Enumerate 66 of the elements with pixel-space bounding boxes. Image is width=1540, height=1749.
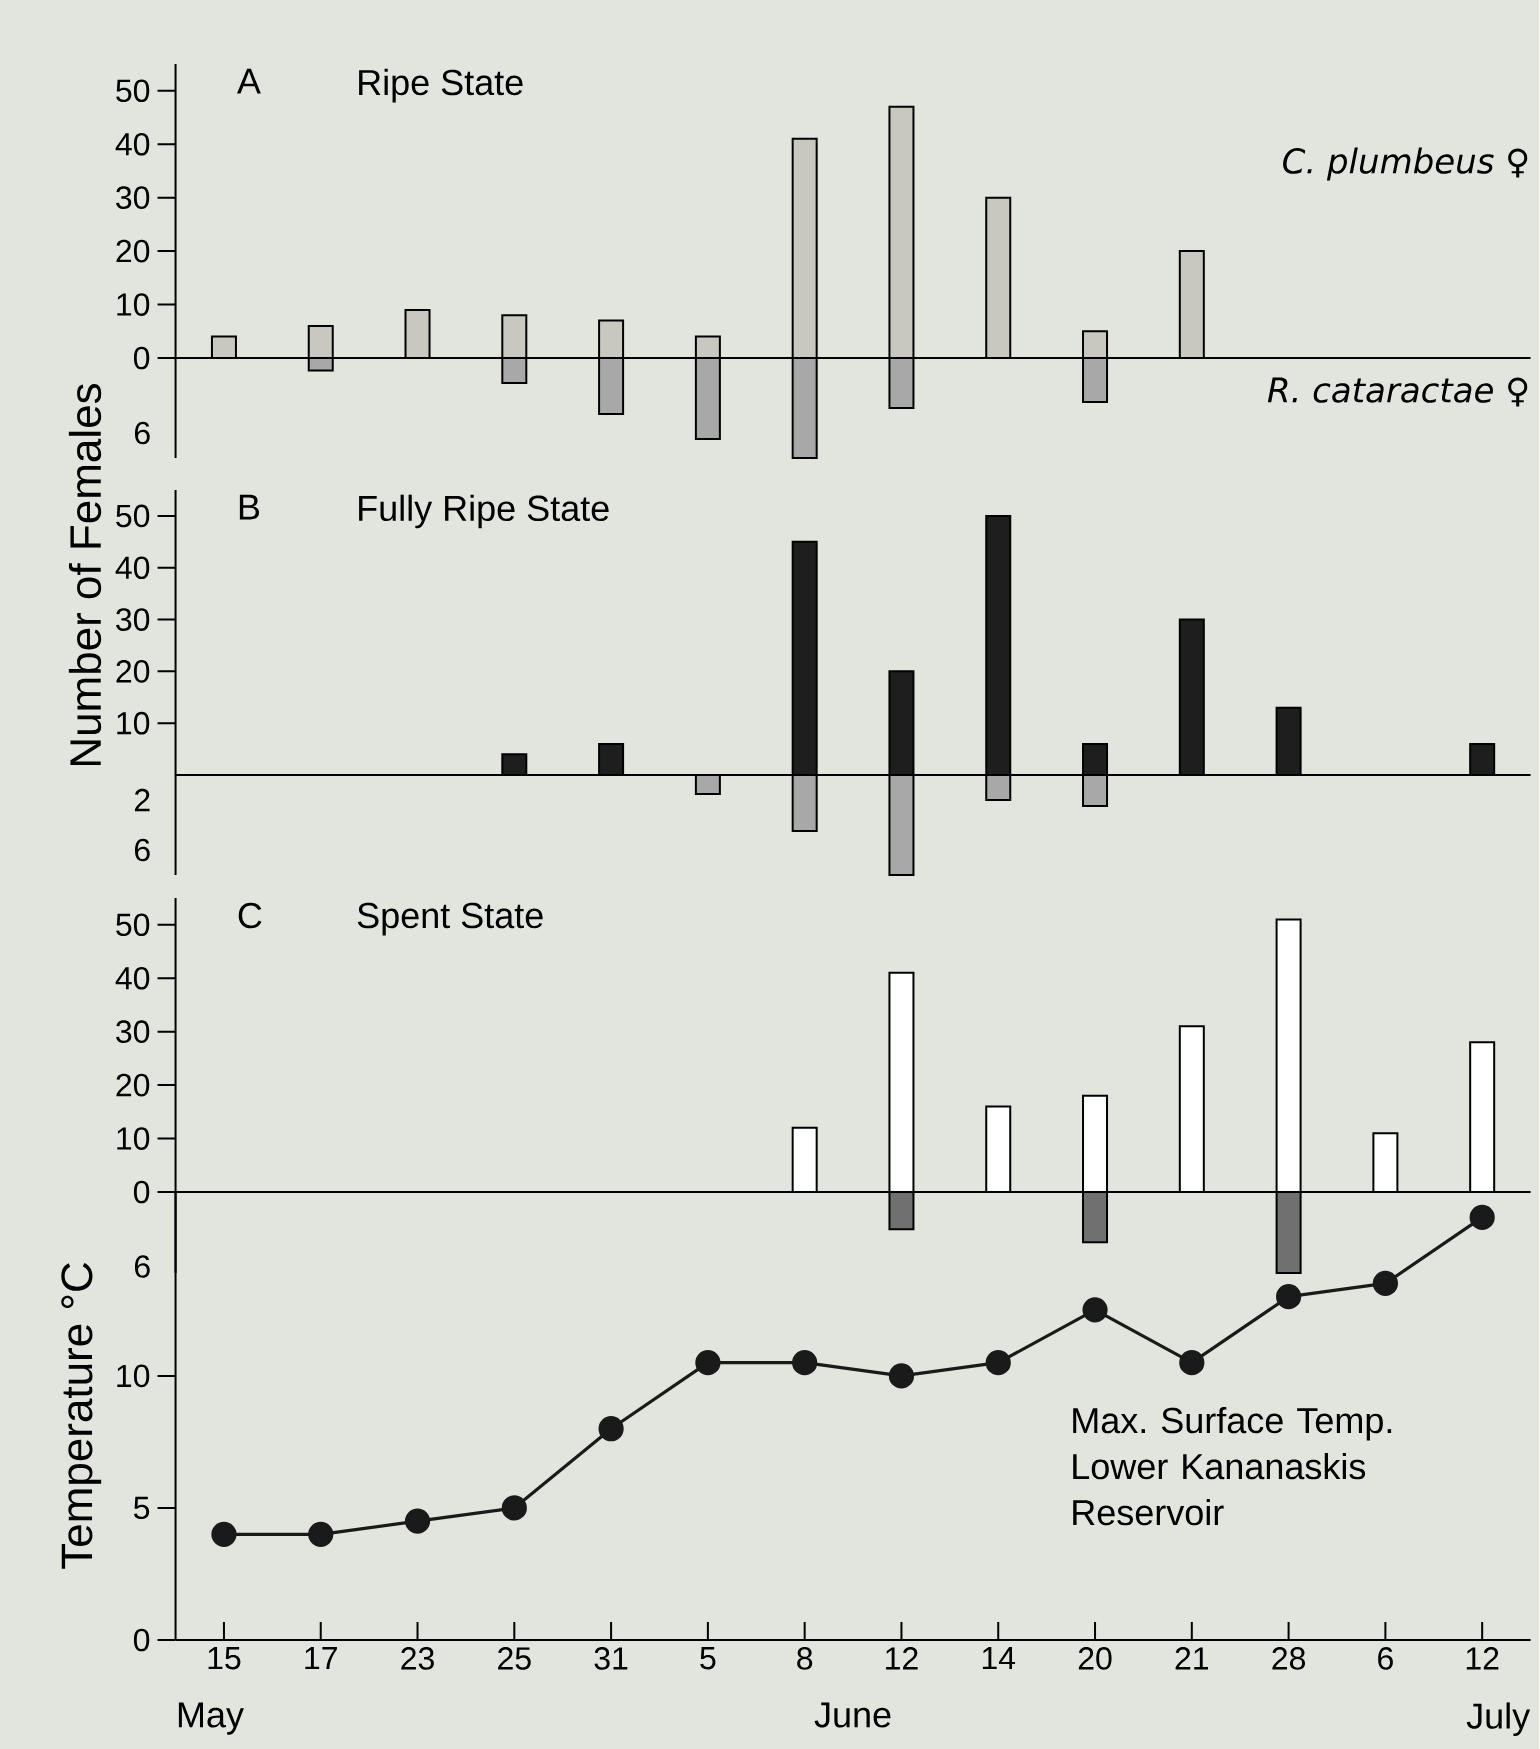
x-tick-label: 14 xyxy=(983,1647,1016,1670)
chart-title: C xyxy=(238,902,262,929)
point xyxy=(405,1508,431,1534)
point xyxy=(308,1521,334,1547)
text: June xyxy=(814,1702,891,1728)
y-tick-label: 10 xyxy=(117,1127,150,1150)
y-tick-label: 30 xyxy=(116,186,150,209)
text: May xyxy=(179,1702,245,1735)
text: 6 xyxy=(135,838,150,862)
chart-subtitle: Fully Ripe State xyxy=(359,494,609,529)
chart-title: A xyxy=(237,68,262,94)
y-tick-label: 10 xyxy=(117,293,150,316)
x-tick-label: 28 xyxy=(1272,1647,1306,1670)
text: 6 xyxy=(135,421,150,445)
x-tick-label: 5 xyxy=(700,1647,716,1670)
y-tick-label: 0 xyxy=(134,346,150,370)
x-tick-label: 25 xyxy=(498,1647,531,1670)
x-tick-label: 15 xyxy=(208,1647,241,1670)
y-tick-label: 10 xyxy=(117,711,150,735)
chart-subtitle: Spent State xyxy=(358,902,543,936)
point xyxy=(1179,1350,1205,1376)
x-tick-label: 12 xyxy=(886,1647,918,1670)
text: Max. Surface Temp. Lower Kananaskis Reservoir xyxy=(1073,1406,1392,1526)
y-tick-label: 40 xyxy=(115,132,150,156)
point xyxy=(1082,1297,1108,1323)
point xyxy=(1276,1284,1302,1310)
x-tick-label: 12 xyxy=(1467,1647,1499,1670)
y-tick-label: 40 xyxy=(115,966,150,990)
x-tick-label: 17 xyxy=(305,1647,338,1670)
y-tick-label: 50 xyxy=(116,79,150,103)
x-tick-label: 31 xyxy=(594,1647,628,1670)
point xyxy=(598,1416,624,1442)
point xyxy=(985,1350,1012,1376)
text: 6 xyxy=(135,1255,150,1278)
y-tick-label: 20 xyxy=(116,239,150,263)
x-tick-label: 21 xyxy=(1175,1647,1209,1670)
y-tick-label: 20 xyxy=(116,1073,150,1097)
text: R. cataractae ♀ xyxy=(1268,377,1528,407)
chart-title: B xyxy=(240,494,260,520)
y-tick-label: 5 xyxy=(134,1496,150,1520)
y-tick-label: 50 xyxy=(116,504,150,528)
point xyxy=(792,1350,818,1376)
text: C. plumbeus ♀ xyxy=(1283,147,1528,181)
point xyxy=(501,1495,528,1521)
point xyxy=(695,1350,721,1376)
x-tick-label: 8 xyxy=(797,1647,813,1670)
y-tick-label: 10 xyxy=(117,1364,150,1388)
x-tick-label: 23 xyxy=(401,1647,435,1670)
y-tick-label: 20 xyxy=(116,660,150,683)
point xyxy=(211,1521,237,1547)
x-tick-label: 20 xyxy=(1079,1647,1112,1670)
text: 2 xyxy=(135,788,150,812)
y-axis-title: Temperature °C xyxy=(61,1262,102,1569)
y-tick-label: 30 xyxy=(116,608,150,631)
text: July xyxy=(1466,1702,1531,1736)
x-tick-label: 6 xyxy=(1378,1647,1394,1670)
chart-subtitle: Ripe State xyxy=(359,68,523,103)
y-tick-label: 40 xyxy=(115,556,150,580)
y-axis-title: Number of Females xyxy=(69,384,102,766)
y-tick-label: 0 xyxy=(134,1180,150,1204)
y-tick-label: 30 xyxy=(116,1020,150,1043)
y-tick-label: 50 xyxy=(116,913,150,937)
point xyxy=(889,1363,915,1389)
y-tick-label: 0 xyxy=(134,1628,150,1652)
point xyxy=(1373,1270,1399,1297)
point xyxy=(1469,1204,1495,1231)
